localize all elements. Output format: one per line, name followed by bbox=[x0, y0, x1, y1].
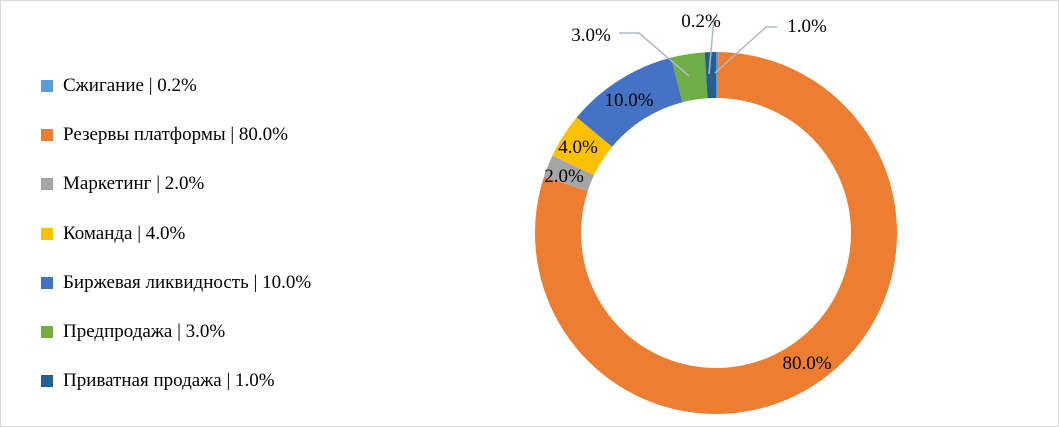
legend: Сжигание | 0.2% Резервы платформы | 80.0%… bbox=[41, 61, 311, 406]
data-label: 0.2% bbox=[681, 11, 721, 32]
legend-item: Маркетинг | 2.0% bbox=[41, 160, 311, 209]
legend-label: Резервы платформы | 80.0% bbox=[63, 123, 288, 145]
legend-item: Предпродажа | 3.0% bbox=[41, 307, 311, 356]
data-label: 10.0% bbox=[604, 90, 653, 111]
legend-label: Предпродажа | 3.0% bbox=[63, 321, 226, 343]
legend-label: Команда | 4.0% bbox=[63, 222, 186, 244]
data-label: 3.0% bbox=[571, 25, 611, 46]
legend-label: Сжигание | 0.2% bbox=[63, 74, 197, 96]
legend-label: Биржевая ликвидность | 10.0% bbox=[63, 271, 312, 293]
donut-slice bbox=[543, 155, 594, 191]
donut-slice bbox=[671, 52, 708, 103]
legend-swatch bbox=[41, 79, 53, 92]
legend-item: Резервы платформы | 80.0% bbox=[41, 110, 311, 159]
legend-swatch bbox=[41, 375, 53, 388]
legend-item: Приватная продажа | 1.0% bbox=[41, 357, 311, 406]
data-label: 80.0% bbox=[782, 353, 831, 374]
legend-label: Приватная продажа | 1.0% bbox=[63, 370, 275, 392]
legend-swatch bbox=[41, 128, 53, 141]
data-label: 1.0% bbox=[787, 16, 827, 37]
data-label: 2.0% bbox=[544, 166, 584, 187]
legend-item: Биржевая ликвидность | 10.0% bbox=[41, 258, 311, 307]
donut-slice bbox=[716, 52, 719, 99]
legend-swatch bbox=[41, 326, 53, 339]
donut-slice bbox=[704, 52, 716, 99]
legend-swatch bbox=[41, 276, 53, 289]
legend-item: Сжигание | 0.2% bbox=[41, 61, 311, 110]
donut-slice bbox=[552, 117, 613, 176]
data-label: 4.0% bbox=[558, 137, 598, 158]
leader-line bbox=[708, 17, 715, 75]
legend-label: Маркетинг | 2.0% bbox=[63, 173, 205, 195]
leader-line bbox=[714, 26, 777, 74]
legend-swatch bbox=[41, 178, 53, 191]
leader-line bbox=[619, 32, 690, 77]
legend-swatch bbox=[41, 227, 53, 240]
donut-slice bbox=[576, 57, 683, 147]
legend-item: Команда | 4.0% bbox=[41, 209, 311, 258]
